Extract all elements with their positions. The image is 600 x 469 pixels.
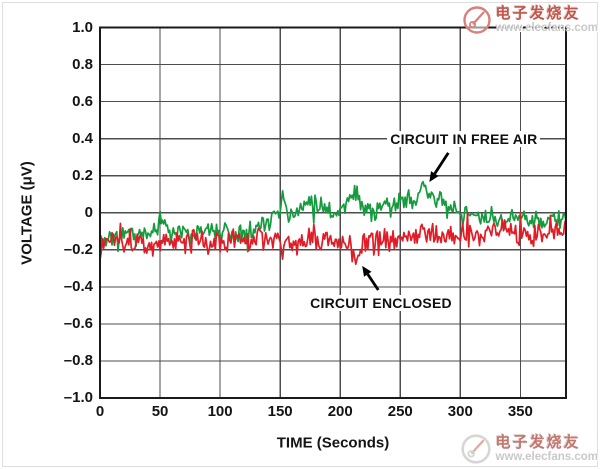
elecfans-logo-icon — [462, 6, 491, 34]
y-tick-label: 0.4 — [72, 129, 93, 147]
y-axis-title: VOLTAGE (μV) — [18, 160, 36, 265]
x-tick-label: 350 — [507, 403, 533, 420]
plot-border — [98, 26, 568, 400]
grid-lines — [99, 26, 566, 399]
y-tick-label: –0.6 — [63, 314, 93, 332]
watermark-url-text: www.elecfans.com — [495, 450, 598, 463]
x-tick-label: 250 — [387, 403, 413, 420]
x-axis-title: TIME (Seconds) — [276, 434, 390, 452]
watermark-url-text: www.elecfans.com — [495, 21, 598, 34]
y-tick-label: –0.4 — [63, 277, 93, 295]
x-tick-label: 200 — [327, 403, 353, 420]
x-tick-label: 300 — [447, 403, 473, 420]
x-tick-label: 150 — [267, 403, 293, 420]
y-tick-label: –1.0 — [63, 389, 93, 406]
y-tick-label: –0.2 — [63, 240, 93, 258]
y-tick-label: 0.8 — [72, 55, 93, 73]
y-tick-label: 0 — [84, 203, 93, 221]
series-lines — [99, 180, 567, 266]
annotation-free-air: CIRCUIT IN FREE AIR — [387, 131, 541, 148]
x-tick-label: 100 — [207, 403, 233, 420]
y-tick-label: –0.8 — [63, 351, 93, 369]
annotation-arrows — [362, 152, 450, 291]
watermark-brand-text: 电子发烧友 — [495, 5, 581, 23]
watermark-bottom-right: 电子发烧友 www.elecfans.com — [460, 433, 598, 465]
y-tick-label: 1.0 — [72, 18, 93, 36]
x-tick-label: 50 — [151, 403, 169, 420]
elecfans-logo-icon — [460, 434, 491, 464]
y-tick-label: 0.6 — [72, 92, 93, 110]
watermark-top-right: 电子发烧友 www.elecfans.com — [462, 5, 598, 35]
y-tick-label: 0.2 — [72, 166, 93, 184]
watermark-brand-text: 电子发烧友 — [495, 434, 581, 452]
x-tick-label: 0 — [95, 403, 105, 420]
annotation-enclosed: CIRCUIT ENCLOSED — [307, 295, 455, 311]
